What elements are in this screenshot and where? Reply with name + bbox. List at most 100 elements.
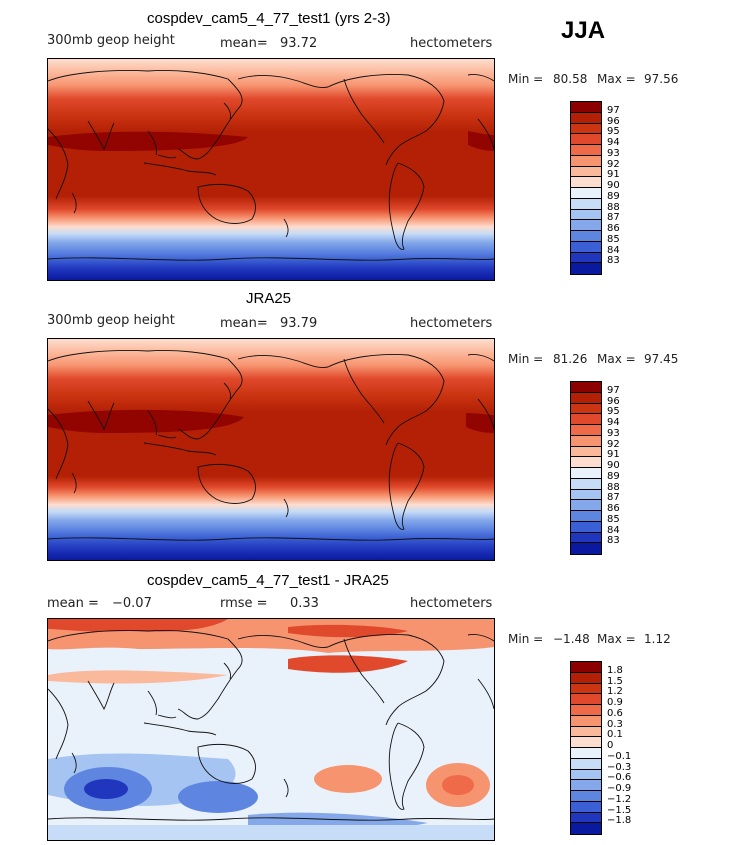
colorbar-swatch	[571, 780, 601, 791]
colorbar-swatch	[571, 166, 601, 178]
colorbar-swatch	[571, 737, 601, 748]
colorbar-swatch	[571, 155, 601, 167]
colorbar-tick-label: 97	[607, 104, 620, 116]
colorbar-swatch	[571, 694, 601, 705]
colorbar-swatch	[571, 726, 601, 738]
colorbar-swatch	[571, 177, 601, 188]
colorbar-tick-label: 0.3	[607, 718, 623, 730]
panel1-map	[47, 58, 495, 281]
colorbar-tick-label: 85	[607, 513, 620, 525]
colorbar-swatch	[571, 435, 601, 447]
panel2-max-value: 97.45	[644, 352, 679, 366]
panel3-anomaly-midlat-core	[288, 655, 408, 673]
panel2-units: hectometers	[410, 316, 493, 331]
colorbar-swatch	[571, 662, 601, 673]
panel1-title: cospdev_cam5_4_77_test1 (yrs 2-3)	[147, 10, 391, 27]
colorbar-tick-label: 87	[607, 492, 620, 504]
colorbar-tick-label: −1.5	[607, 804, 632, 816]
colorbar-swatch	[571, 123, 601, 135]
panel2-colorbar	[570, 381, 602, 555]
colorbar-swatch	[571, 683, 601, 695]
panel1-min-label: Min =	[508, 72, 544, 86]
colorbar-tick-label: 86	[607, 503, 620, 514]
colorbar-tick-label: 95	[607, 126, 620, 138]
colorbar-swatch	[571, 823, 601, 834]
colorbar-swatch	[571, 457, 601, 468]
colorbar-tick-label: 86	[607, 223, 620, 234]
panel2-map	[47, 338, 495, 561]
panel3-anomaly-north-core	[48, 619, 228, 632]
colorbar-tick-label: 83	[607, 535, 620, 547]
panel2-max-band-east	[466, 413, 494, 433]
colorbar-tick-label: 94	[607, 137, 620, 148]
colorbar-tick-label: −1.8	[607, 815, 632, 827]
panel1-max-label: Max =	[597, 72, 636, 86]
panel2-min-value: 81.26	[553, 352, 588, 366]
colorbar-tick-label: 96	[607, 115, 620, 127]
colorbar-tick-label: 97	[607, 384, 620, 396]
panel2-variable-label: 300mb geop height	[47, 313, 175, 328]
panel1-min-value: 80.58	[553, 72, 588, 86]
colorbar-tick-label: 1.8	[607, 664, 623, 676]
panel1-mean-label: mean=	[220, 36, 268, 51]
colorbar-swatch	[571, 478, 601, 490]
panel3-max-value: 1.12	[644, 632, 671, 646]
panel3-units: hectometers	[410, 596, 493, 611]
colorbar-tick-label: −1.2	[607, 793, 632, 805]
colorbar-swatch	[571, 758, 601, 770]
colorbar-tick-label: 1.5	[607, 675, 623, 687]
colorbar-tick-label: 0.6	[607, 707, 623, 719]
colorbar-swatch	[571, 112, 601, 124]
colorbar-tick-label: 85	[607, 233, 620, 245]
colorbar-tick-label: 83	[607, 255, 620, 267]
colorbar-tick-label: 87	[607, 212, 620, 224]
panel3-map	[47, 618, 495, 841]
panel3-mean-label: mean =	[47, 596, 99, 611]
panel3-anomaly-south-low	[178, 781, 258, 813]
panel1-mean-value: 93.72	[280, 36, 318, 51]
colorbar-swatch	[571, 134, 601, 145]
panel2-min-label: Min =	[508, 352, 544, 366]
colorbar-tick-label: 88	[607, 481, 620, 493]
panel2-title: JRA25	[246, 290, 292, 307]
panel1-variable-label: 300mb geop height	[47, 33, 175, 48]
panel3-mean-value: −0.07	[112, 596, 152, 611]
colorbar-swatch	[571, 500, 601, 511]
colorbar-swatch	[571, 198, 601, 210]
colorbar-tick-label: 93	[607, 427, 620, 439]
colorbar-swatch	[571, 425, 601, 436]
colorbar-swatch	[571, 715, 601, 727]
colorbar-tick-label: 89	[607, 470, 620, 482]
colorbar-tick-label: 0.1	[607, 729, 623, 741]
colorbar-swatch	[571, 705, 601, 716]
colorbar-swatch	[571, 769, 601, 781]
colorbar-tick-label: 92	[607, 158, 620, 170]
colorbar-tick-label: 89	[607, 190, 620, 202]
panel2-field	[48, 339, 494, 560]
colorbar-swatch	[571, 188, 601, 199]
colorbar-swatch	[571, 748, 601, 759]
colorbar-swatch	[571, 102, 601, 113]
panel3-colorbar	[570, 661, 602, 835]
colorbar-swatch	[571, 511, 601, 522]
panel3-anomaly-southwest-core	[84, 779, 128, 799]
colorbar-swatch	[571, 812, 601, 824]
panel1-max-value: 97.56	[644, 72, 679, 86]
panel3-title: cospdev_cam5_4_77_test1 - JRA25	[147, 572, 389, 589]
colorbar-swatch	[571, 468, 601, 479]
colorbar-tick-label: 92	[607, 438, 620, 450]
colorbar-tick-label: 94	[607, 417, 620, 428]
colorbar-swatch	[571, 392, 601, 404]
colorbar-swatch	[571, 801, 601, 813]
colorbar-swatch	[571, 382, 601, 393]
panel3-anomaly-midlat-west	[48, 670, 228, 684]
colorbar-tick-label: 91	[607, 449, 620, 461]
colorbar-tick-label: −0.1	[607, 750, 632, 762]
colorbar-swatch	[571, 145, 601, 156]
panel3-anomaly-south-high	[314, 765, 382, 793]
panel3-anomaly-northeast-core	[288, 624, 408, 638]
panel1-max-band-west	[48, 131, 248, 151]
season-label: JJA	[561, 17, 606, 44]
panel3-anomaly-antarctic-band	[48, 825, 494, 840]
colorbar-swatch	[571, 241, 601, 253]
